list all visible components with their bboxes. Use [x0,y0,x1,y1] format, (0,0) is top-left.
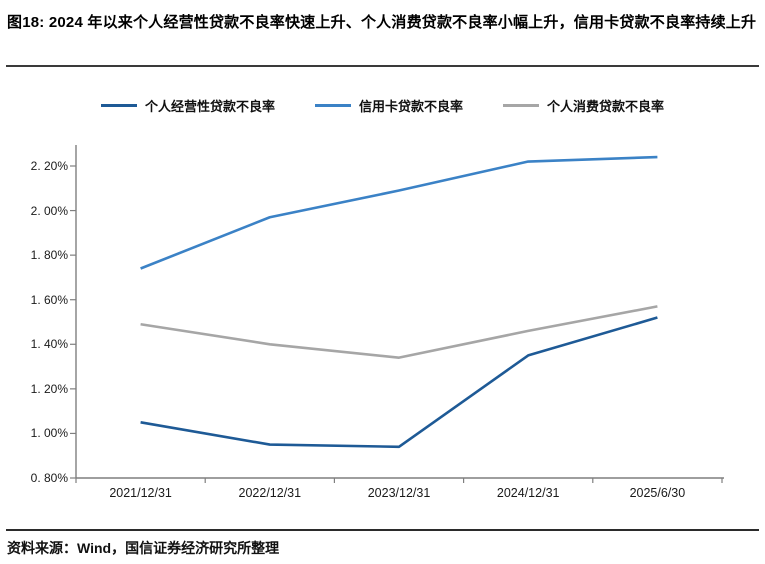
source-note: 资料来源：Wind，国信证券经济研究所整理 [7,540,280,556]
legend-label: 个人消费贷款不良率 [547,98,665,114]
y-axis-label: 2. 20% [30,159,68,173]
x-axis-label: 2022/12/31 [238,486,302,500]
footer-divider [6,529,759,531]
legend-line-swatch [314,103,351,107]
legend-label: 个人经营性贷款不良率 [144,98,275,114]
y-axis-label: 0. 80% [30,471,68,485]
legend-line-swatch [503,103,539,107]
legend-line-swatch [100,103,137,107]
chart-canvas [70,145,724,483]
x-axis-label: 2025/6/30 [629,486,686,500]
series-line-3 [140,305,658,359]
y-axis-label: 1. 60% [30,292,68,307]
y-axis-label: 2. 00% [30,203,68,218]
x-axis-label: 2021/12/31 [109,486,172,500]
series-line-2 [140,155,658,270]
y-axis-label: 1. 80% [30,248,68,263]
legend-item-personal-consumer-loan: 个人消费贷款不良率 [503,96,664,115]
legend-item-personal-business-loan: 个人经营性贷款不良率 [100,96,275,115]
series-line-1 [140,316,658,449]
figure-title: 图18: 2024 年以来个人经营性贷款不良率快速上升、个人消费贷款不良率小幅上… [7,14,757,31]
title-divider [6,65,759,67]
legend-label: 信用卡贷款不良率 [358,98,463,114]
y-axis-label: 1. 20% [30,381,68,396]
y-axis-label: 1. 40% [30,337,68,352]
line-chart: 2. 20% 2. 00% 1. 80% 1. 60% 1. 40% 1. 20% 1. 0… [0,130,765,525]
x-axis-label: 2023/12/31 [367,486,431,500]
x-axis-label: 2024/12/31 [496,486,560,500]
y-axis-label: 1. 00% [30,426,68,441]
chart-legend: 个人经营性贷款不良率 信用卡贷款不良率 个人消费贷款不良率 [0,95,765,115]
legend-item-credit-card-loan: 信用卡贷款不良率 [314,96,463,115]
